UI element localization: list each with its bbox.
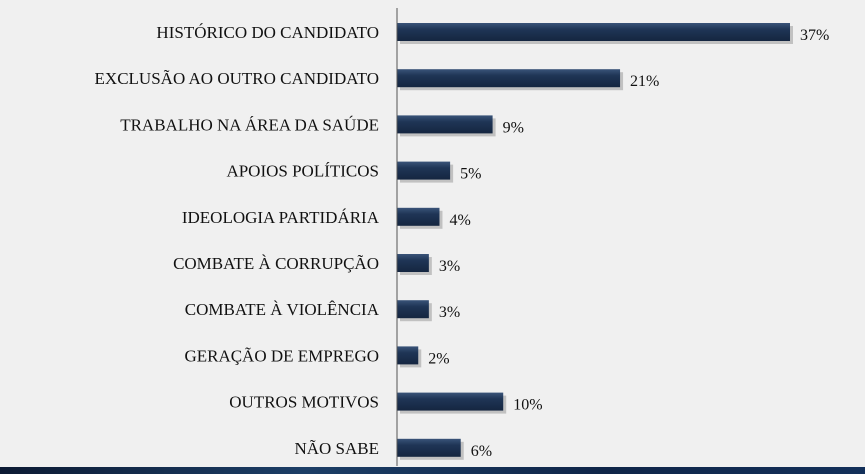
data-label: 5% [460,166,481,183]
category-label: APOIOS POLÍTICOS [226,162,379,181]
category-label: EXCLUSÃO AO OUTRO CANDIDATO [95,69,379,88]
bar [397,438,461,457]
category-label: HISTÓRICO DO CANDIDATO [156,23,379,42]
slide-bottom-strip [0,467,865,474]
data-label: 10% [513,397,542,414]
category-label: GERAÇÃO DE EMPREGO [184,346,379,365]
category-label: TRABALHO NA ÁREA DA SAÚDE [120,115,379,134]
bar [397,161,451,180]
category-label: COMBATE À CORRUPÇÃO [173,254,379,273]
data-label: 2% [428,350,449,367]
category-label: IDEOLOGIA PARTIDÁRIA [182,208,380,227]
bar [397,346,419,365]
bar [397,392,504,411]
data-label: 3% [439,258,460,275]
data-label: 6% [471,443,492,460]
data-label: 21% [630,73,659,90]
bar [397,207,440,226]
category-label: COMBATE À VIOLÊNCIA [185,300,380,319]
category-label: NÃO SABE [294,439,379,458]
data-label: 4% [449,212,470,229]
bar [397,300,429,319]
bar [397,115,493,134]
category-label: OUTROS MOTIVOS [229,393,379,412]
bar [397,254,429,272]
data-label: 9% [503,119,524,136]
data-label: 3% [439,304,460,321]
data-label: 37% [800,27,829,44]
bar [397,23,790,41]
bar [397,69,621,88]
